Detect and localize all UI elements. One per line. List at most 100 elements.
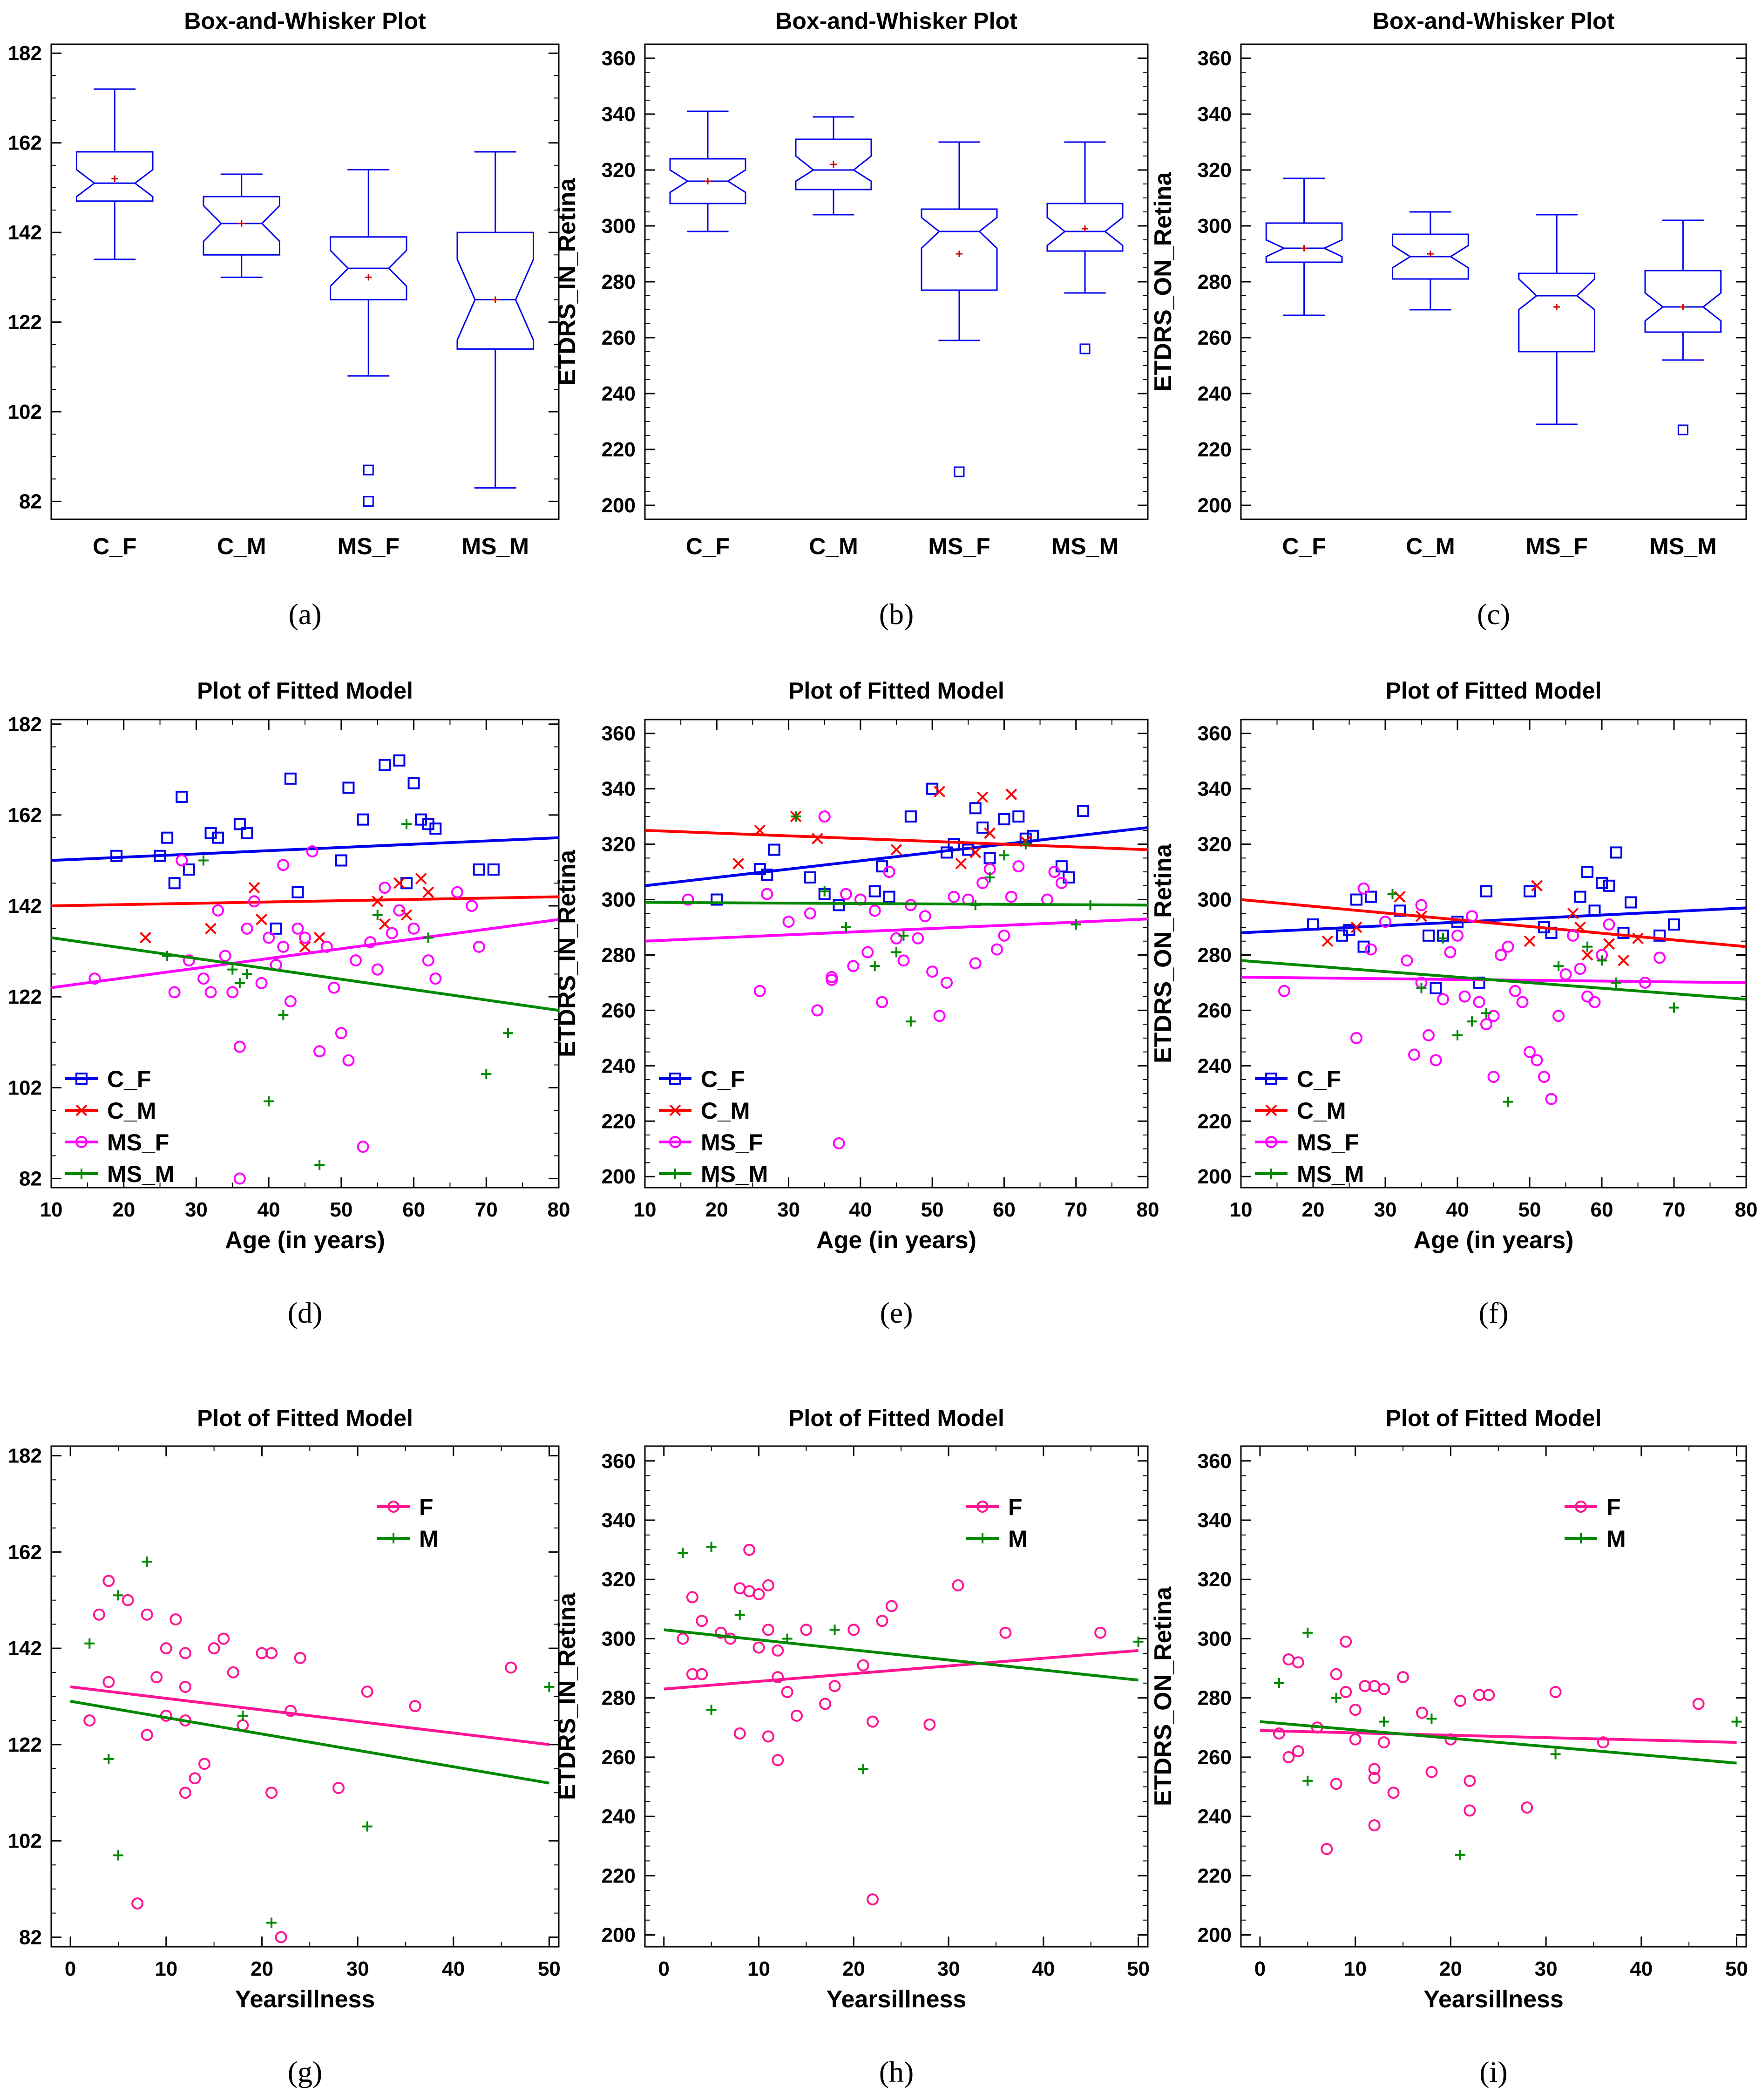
data-point: [1574, 890, 1586, 903]
data-point: [141, 1729, 153, 1741]
box-group-MS_F: MS_F: [330, 169, 407, 559]
fit-line: [644, 826, 1148, 887]
data-point: [1322, 935, 1334, 947]
legend-label: MS_M: [701, 1161, 768, 1187]
box-body: [795, 138, 872, 190]
mean-marker: [705, 178, 711, 184]
chart-title: Plot of Fitted Model: [1386, 678, 1602, 704]
data-point: [400, 877, 413, 890]
data-point: [176, 854, 188, 867]
data-point: [393, 754, 406, 767]
x-tick-label: 10: [40, 1198, 63, 1221]
data-point: [1071, 919, 1081, 930]
legend-label: F: [419, 1494, 434, 1520]
category-label: C_F: [1282, 533, 1326, 559]
data-point: [313, 1045, 326, 1058]
y-tick-label: 360: [1198, 47, 1232, 70]
data-point: [991, 943, 1003, 956]
x-tick-label: 20: [1439, 1957, 1462, 1980]
data-point: [102, 1575, 115, 1587]
chart-title: Plot of Fitted Model: [1386, 1405, 1602, 1431]
box-body: [669, 158, 746, 204]
data-point: [266, 1917, 277, 1928]
data-point: [885, 1600, 898, 1612]
x-tick-label: 20: [1302, 1198, 1325, 1221]
legend-marker: [670, 1169, 680, 1179]
series-MS_M: [51, 819, 559, 1170]
fit-line: [644, 829, 1148, 851]
y-tick-label: 240: [602, 382, 636, 405]
data-point: [781, 1685, 793, 1698]
box-group-C_M: C_M: [1392, 211, 1469, 559]
data-point: [275, 1931, 287, 1944]
data-point: [294, 1651, 306, 1664]
data-point: [161, 831, 174, 844]
plot-frame: [1240, 1445, 1747, 1948]
data-point: [969, 847, 982, 858]
x-tick-label: 70: [475, 1198, 498, 1221]
y-tick-label: 300: [602, 1627, 636, 1650]
fit-line: [51, 836, 559, 862]
legend-label: C_F: [107, 1066, 151, 1092]
series-F: [664, 1543, 1139, 1906]
data-point: [952, 1579, 964, 1591]
data-point: [1603, 879, 1615, 892]
y-tick-label: 220: [602, 1110, 636, 1133]
data-point: [1596, 877, 1608, 889]
data-point: [732, 857, 744, 870]
legend-label: MS_F: [1297, 1129, 1359, 1155]
data-point: [393, 877, 405, 889]
data-point: [183, 863, 195, 876]
chart-panel-d: Plot of Fitted ModelGCL++_Total821021221…: [8, 678, 570, 1329]
data-point: [1495, 949, 1507, 961]
mean-marker: [956, 251, 962, 257]
data-point: [179, 1680, 191, 1693]
data-point: [1582, 941, 1593, 952]
legend-label: MS_F: [701, 1129, 763, 1155]
legend-marker: [669, 1073, 681, 1085]
data-point: [299, 941, 311, 953]
x-axis-label: Age (in years): [816, 1227, 976, 1254]
data-point: [197, 972, 210, 985]
panel-caption: (h): [879, 2055, 914, 2088]
data-point: [429, 822, 442, 835]
data-point: [248, 895, 260, 908]
y-tick-label: 320: [1198, 833, 1232, 856]
y-tick-label: 320: [602, 1568, 636, 1591]
data-point: [772, 1671, 784, 1684]
y-tick-label: 260: [1198, 1746, 1232, 1769]
data-point: [912, 932, 924, 945]
chart-panel-h: Plot of Fitted ModelETDRS_IN_Retina20022…: [554, 1405, 1150, 2088]
data-point: [819, 1698, 832, 1710]
y-tick-label: 182: [8, 42, 42, 65]
data-point: [1654, 951, 1666, 964]
data-point: [291, 886, 304, 898]
data-point: [270, 922, 282, 935]
category-label: C_F: [93, 533, 136, 559]
category-label: MS_F: [338, 533, 400, 559]
data-point: [198, 855, 209, 866]
category-label: C_F: [686, 533, 730, 559]
data-point: [306, 845, 319, 857]
plot-frame: [1240, 43, 1747, 520]
y-tick-label: 200: [602, 1165, 636, 1188]
data-point: [1349, 1733, 1362, 1746]
data-point: [1581, 866, 1593, 878]
data-point: [313, 931, 325, 944]
mean-marker: [365, 274, 372, 281]
category-label: C_M: [1406, 533, 1455, 559]
data-point: [762, 1579, 774, 1591]
series-C_M: [1240, 880, 1747, 966]
data-point: [1330, 1778, 1342, 1790]
data-point: [677, 1632, 689, 1645]
data-point: [1549, 1685, 1562, 1698]
data-point: [212, 831, 224, 844]
box-body: [1392, 233, 1469, 280]
data-point: [791, 811, 801, 822]
outlier-point: [363, 464, 374, 476]
data-point: [473, 863, 485, 876]
data-point: [772, 1644, 784, 1657]
data-point: [233, 1172, 246, 1185]
mean-marker: [830, 161, 837, 168]
data-point: [883, 866, 895, 878]
